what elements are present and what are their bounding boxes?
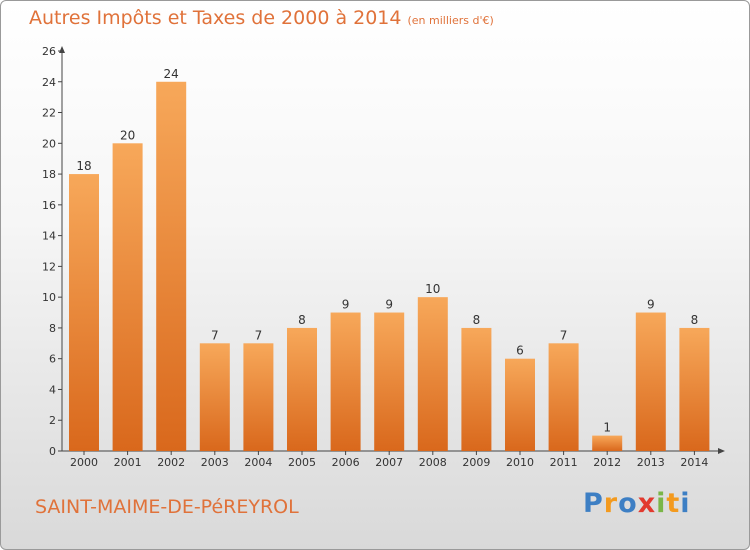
bar-2009: [461, 327, 492, 451]
x-tick-label-2007: 2007: [375, 456, 403, 469]
data-label-2004: 7: [255, 328, 263, 342]
y-tick-label: 12: [42, 260, 56, 273]
bar-2007: [374, 312, 405, 451]
x-tick-label-2009: 2009: [462, 456, 490, 469]
logo-letter: i: [680, 488, 691, 519]
x-axis-arrow: [718, 448, 725, 454]
y-tick-label: 14: [42, 230, 56, 243]
bar-2003: [199, 343, 230, 451]
y-tick-label: 0: [49, 445, 56, 458]
logo-letter: P: [583, 488, 604, 519]
chart-title-text: Autres Impôts et Taxes de 2000 à 2014: [29, 7, 402, 29]
data-label-2003: 7: [211, 328, 219, 342]
x-tick-label-2003: 2003: [201, 456, 229, 469]
x-tick-label-2002: 2002: [157, 456, 185, 469]
logo-letter: t: [666, 488, 681, 519]
x-tick-label-2008: 2008: [419, 456, 447, 469]
x-tick-label-2014: 2014: [680, 456, 708, 469]
x-tick-label-2010: 2010: [506, 456, 534, 469]
x-tick-label-2004: 2004: [244, 456, 272, 469]
proxiti-logo[interactable]: Proxiti: [583, 488, 691, 519]
y-tick-label: 18: [42, 168, 56, 181]
x-tick-label-2011: 2011: [550, 456, 578, 469]
bar-2013: [635, 312, 666, 451]
x-tick-label-2000: 2000: [70, 456, 98, 469]
data-label-2006: 9: [342, 298, 350, 312]
bar-2004: [243, 343, 274, 451]
data-label-2005: 8: [298, 313, 306, 327]
data-label-2008: 10: [425, 282, 440, 296]
bar-2000: [69, 174, 99, 452]
data-label-2011: 7: [560, 328, 568, 342]
x-tick-label-2013: 2013: [637, 456, 665, 469]
y-axis-arrow: [59, 46, 65, 53]
chart-labels: 1820002020012420027200372004820059200692…: [70, 67, 708, 469]
bar-2014: [679, 327, 710, 451]
x-tick-label-2012: 2012: [593, 456, 621, 469]
data-label-2013: 9: [647, 298, 655, 312]
y-tick-label: 16: [42, 199, 56, 212]
bar-2011: [548, 343, 579, 451]
x-tick-label-2005: 2005: [288, 456, 316, 469]
logo-letter: o: [618, 488, 638, 519]
bar-2005: [287, 327, 317, 451]
bar-2012: [592, 435, 623, 451]
logo-letter: x: [637, 488, 657, 519]
y-tick-label: 10: [42, 291, 56, 304]
y-tick-label: 6: [49, 353, 56, 366]
logo-letter: r: [603, 488, 619, 519]
y-tick-label: 22: [42, 107, 56, 120]
x-tick-label-2006: 2006: [332, 456, 360, 469]
data-label-2001: 20: [120, 128, 135, 142]
logo-letter: i: [656, 488, 667, 519]
bar-2002: [156, 81, 187, 452]
y-tick-label: 26: [42, 45, 56, 58]
data-label-2012: 1: [603, 421, 611, 435]
data-label-2000: 18: [76, 159, 91, 173]
data-label-2009: 8: [473, 313, 481, 327]
y-tick-label: 4: [49, 383, 56, 396]
x-tick-label-2001: 2001: [114, 456, 142, 469]
data-label-2010: 6: [516, 344, 524, 358]
chart-title: Autres Impôts et Taxes de 2000 à 2014 (en…: [29, 7, 494, 29]
y-tick-label: 24: [42, 76, 56, 89]
bar-2008: [417, 297, 448, 451]
y-tick-label: 20: [42, 137, 56, 150]
bar-2001: [112, 143, 143, 452]
bar-2010: [505, 358, 535, 451]
data-label-2014: 8: [691, 313, 699, 327]
place-name: SAINT-MAIME-DE-PéREYROL: [35, 496, 299, 518]
bar-2006: [330, 312, 361, 451]
chart-bars: [69, 81, 710, 452]
y-tick-label: 2: [49, 414, 56, 427]
data-label-2002: 24: [164, 67, 179, 81]
chart-unit-text: (en milliers d'€): [407, 14, 494, 27]
y-tick-label: 8: [49, 322, 56, 335]
data-label-2007: 9: [385, 298, 393, 312]
